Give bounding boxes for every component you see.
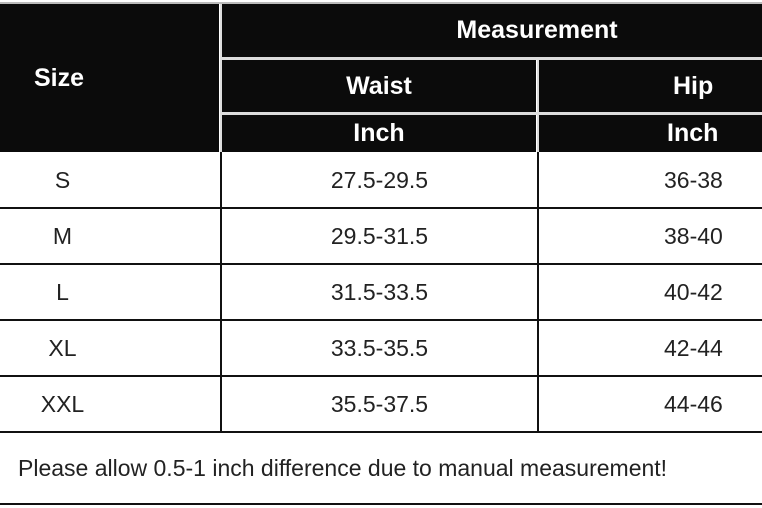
measurement-header: Measurement	[222, 4, 762, 57]
size-cell: XL	[48, 334, 77, 361]
column-divider	[220, 152, 222, 432]
hip-cell: 36-38	[664, 166, 723, 193]
waist-cell: 29.5-31.5	[330, 222, 429, 249]
size-header-label: Size	[34, 63, 85, 92]
hip-header: Hip	[539, 60, 762, 112]
waist-cell: 33.5-35.5	[330, 334, 429, 361]
waist-unit: Inch	[222, 115, 536, 152]
column-divider	[537, 152, 539, 432]
size-cell: L	[56, 278, 69, 305]
hip-cell: 40-42	[664, 278, 723, 305]
waist-cell: 27.5-29.5	[330, 166, 429, 193]
row-divider	[0, 263, 762, 265]
size-cell: M	[52, 222, 73, 249]
row-divider	[0, 375, 762, 377]
row-divider	[0, 207, 762, 209]
header-divider	[537, 57, 539, 152]
waist-header: Waist	[222, 60, 536, 112]
size-header: Size	[0, 4, 219, 152]
hip-cell: 38-40	[664, 222, 723, 249]
header-divider	[220, 4, 222, 152]
row-divider	[0, 319, 762, 321]
row-divider	[0, 431, 762, 433]
note: Please allow 0.5-1 inch difference due t…	[18, 454, 668, 481]
header-divider	[222, 57, 762, 60]
waist-cell: 35.5-37.5	[330, 390, 429, 417]
header-divider	[222, 112, 762, 115]
hip-cell: 42-44	[664, 334, 723, 361]
bottom-border	[0, 503, 762, 505]
measurement-header-label: Measurement	[456, 16, 618, 44]
size-cell: XXL	[40, 390, 85, 417]
top-border	[0, 2, 762, 4]
size-cell: S	[54, 166, 71, 193]
hip-unit: Inch	[539, 115, 762, 152]
waist-cell: 31.5-33.5	[330, 278, 429, 305]
hip-cell: 44-46	[664, 390, 723, 417]
